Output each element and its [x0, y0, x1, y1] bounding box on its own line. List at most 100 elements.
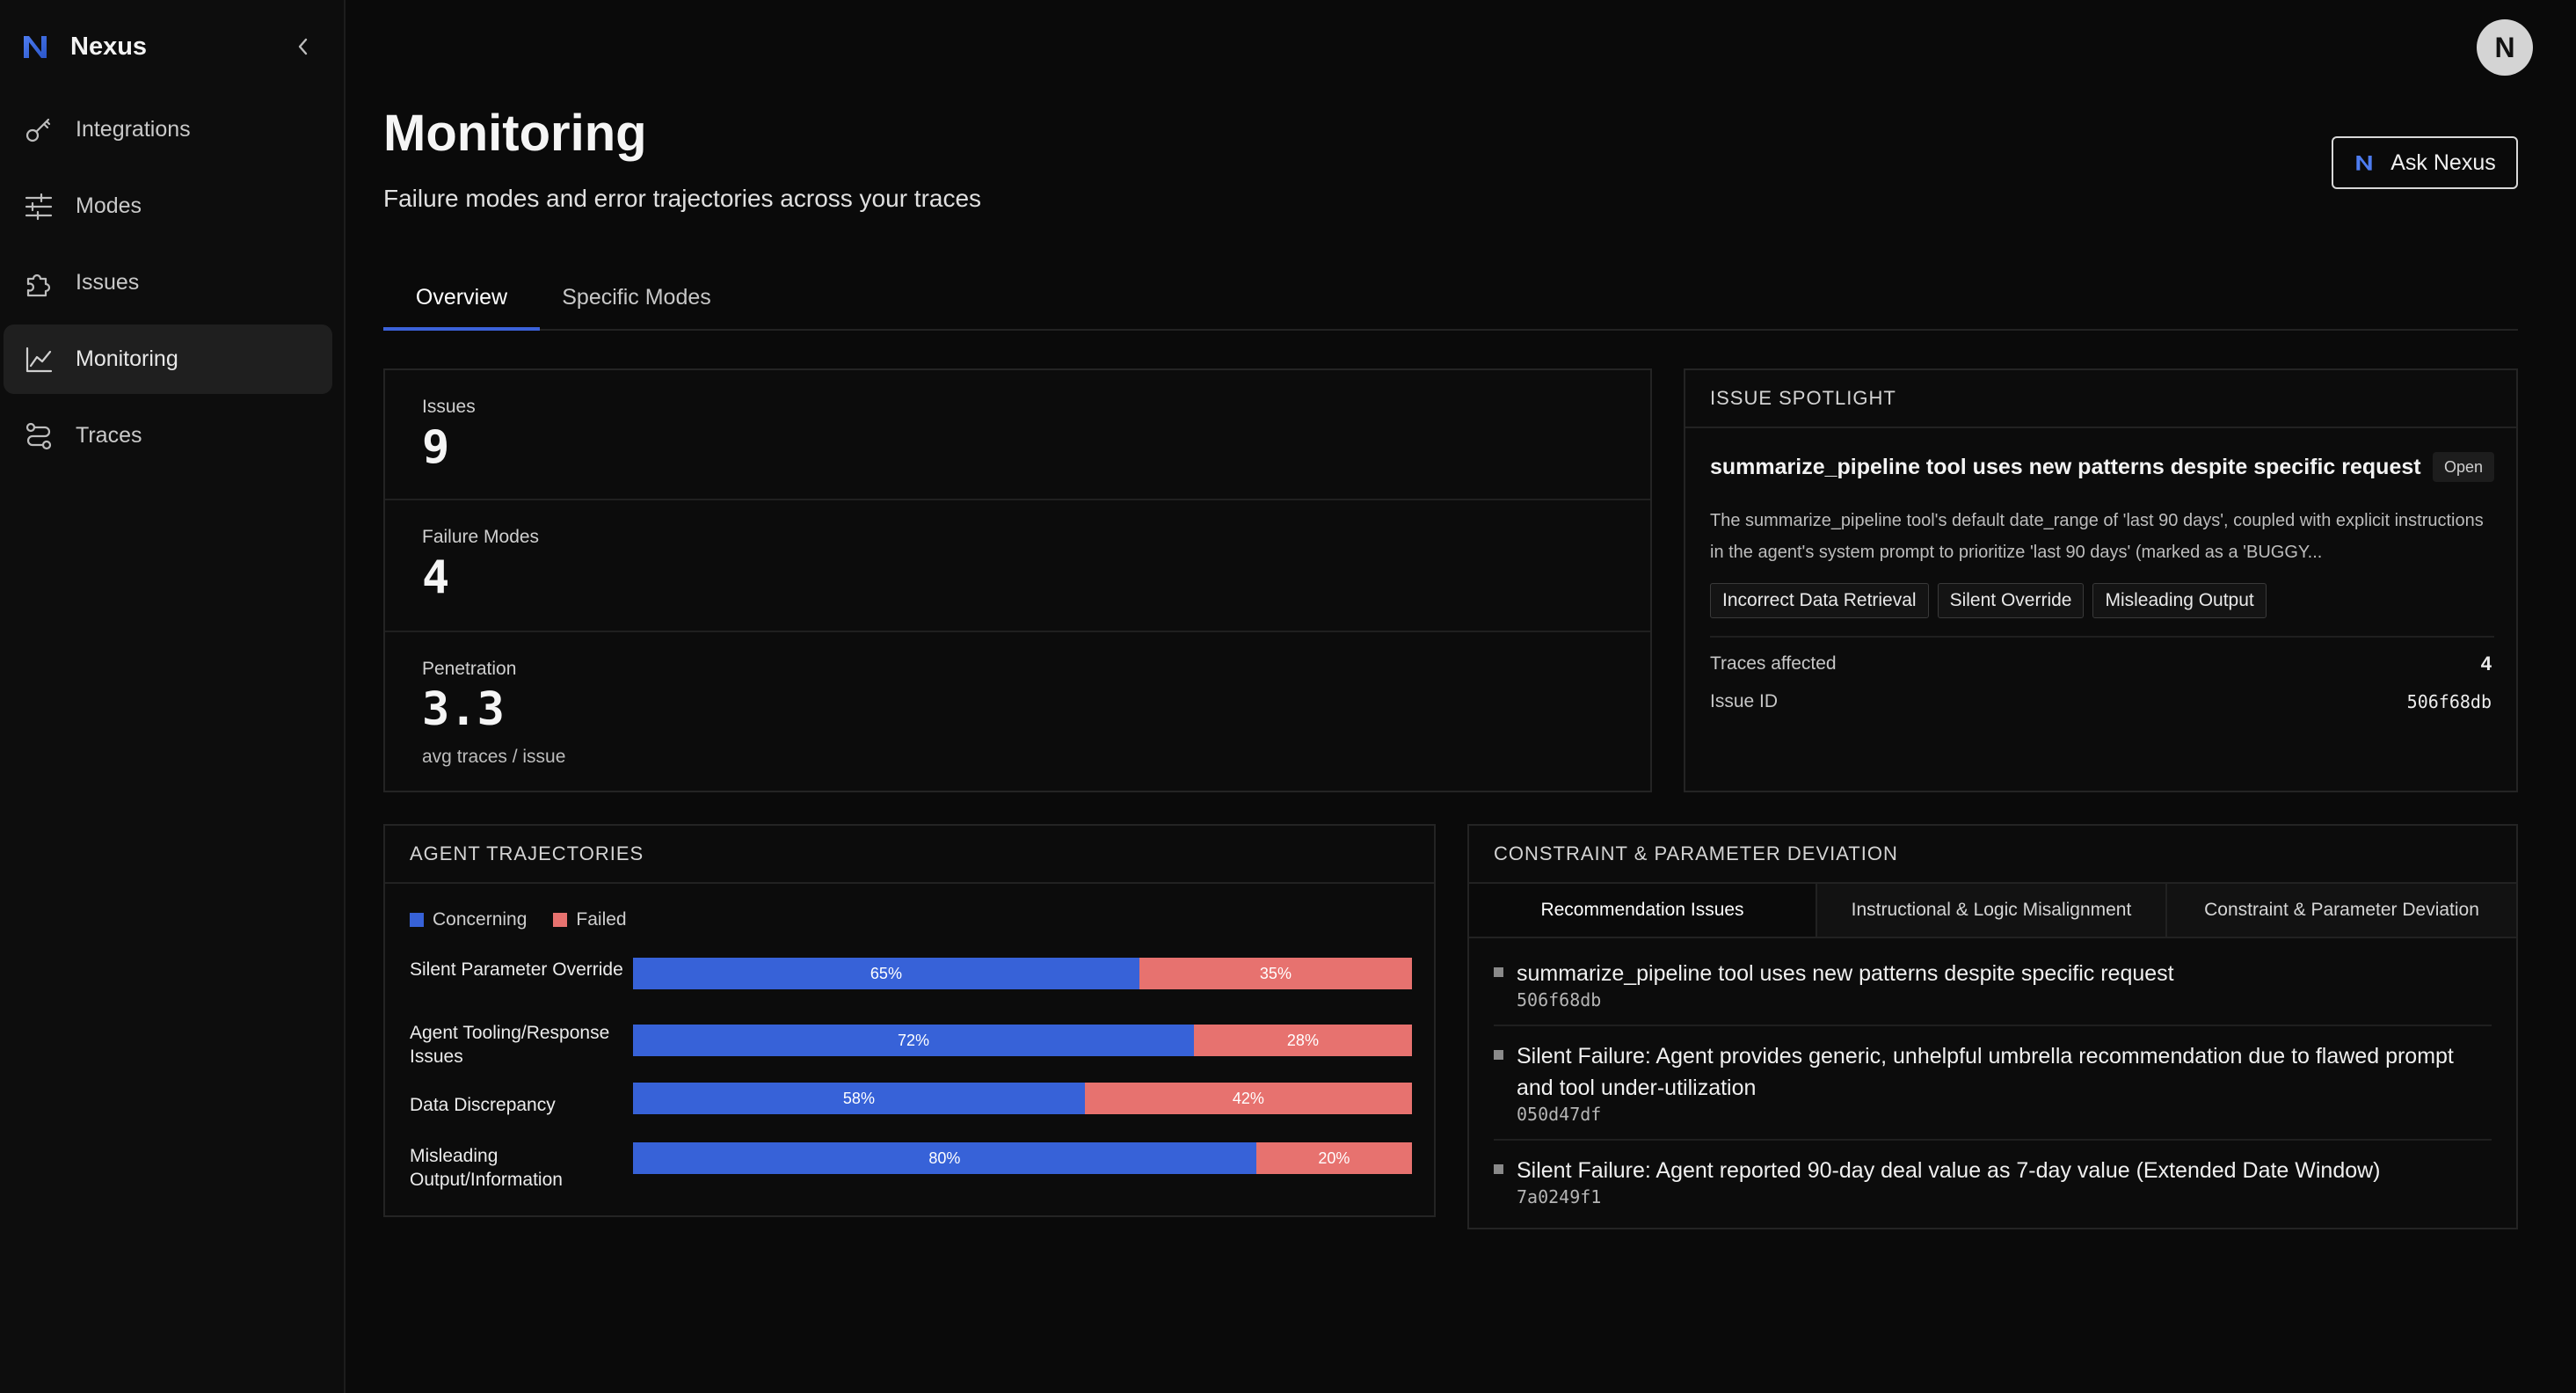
bar-segment-failed[interactable]: 28% [1193, 1025, 1412, 1056]
stat-penetration: Penetration 3.3 avg traces / issue [385, 632, 1650, 791]
panel-header: AGENT TRAJECTORIES [385, 826, 1434, 884]
data-label: 42% [1232, 1089, 1264, 1107]
bar-segment-concerning[interactable]: 65% [633, 958, 1139, 989]
tag-chip[interactable]: Misleading Output [2092, 583, 2267, 618]
data-label: 80% [928, 1149, 961, 1167]
issue-id: 050d47df [1517, 1104, 1602, 1125]
data-label: 20% [1318, 1149, 1350, 1167]
collapse-sidebar-button[interactable] [290, 32, 317, 62]
page-title: Monitoring [383, 105, 647, 162]
bullet-icon [1494, 967, 1503, 977]
user-avatar[interactable]: N [2477, 19, 2533, 76]
sidebar-item-issues[interactable]: Issues [4, 248, 332, 317]
data-label: 72% [897, 1031, 929, 1049]
sidebar-item-modes[interactable]: Modes [4, 171, 332, 241]
bar-row: Misleading Output/Information 80% 20% [410, 1142, 1412, 1192]
category-label: Misleading Output/Information [410, 1146, 563, 1190]
stat-label: Failure Modes [422, 527, 540, 547]
nexus-logo-icon [24, 36, 47, 58]
sidebar-item-traces[interactable]: Traces [4, 401, 332, 470]
bar-segment-concerning[interactable]: 80% [633, 1142, 1256, 1174]
divider [1494, 1025, 2492, 1026]
app-name: Nexus [70, 32, 148, 61]
stat-label: Issues [422, 397, 476, 417]
issue-list-item[interactable]: Silent Failure: Agent reported 90-day de… [1494, 1155, 2492, 1207]
tag-chip[interactable]: Silent Override [1937, 583, 2085, 618]
data-label: 65% [870, 964, 902, 982]
active-tab-indicator [383, 327, 540, 331]
legend-item-failed: Failed [553, 909, 627, 930]
stat-value: 3.3 [422, 683, 505, 736]
issue-id: 506f68db [1517, 989, 1602, 1010]
subtab-label: Recommendation Issues [1540, 900, 1744, 920]
route-icon [23, 420, 55, 452]
legend-label: Concerning [433, 909, 528, 930]
subtab-constraint-deviation[interactable]: Constraint & Parameter Deviation [2167, 884, 2516, 937]
issue-list-item[interactable]: summarize_pipeline tool uses new pattern… [1494, 958, 2492, 1010]
tab-overview[interactable]: Overview [383, 264, 540, 331]
panel-header: CONSTRAINT & PARAMETER DEVIATION [1469, 826, 2516, 884]
spotlight-description: The summarize_pipeline tool's default da… [1710, 511, 2484, 562]
bar-track: 72% 28% [633, 1025, 1412, 1056]
subtab-instructional-logic[interactable]: Instructional & Logic Misalignment [1817, 884, 2167, 937]
sidebar-item-label: Monitoring [76, 346, 178, 371]
status-badge: Open [2433, 452, 2494, 482]
tab-specific-modes[interactable]: Specific Modes [550, 264, 723, 331]
puzzle-icon [23, 267, 55, 299]
divider [1710, 636, 2494, 638]
spotlight-title[interactable]: summarize_pipeline tool uses new pattern… [1710, 455, 2421, 479]
bar-segment-failed[interactable]: 20% [1255, 1142, 1412, 1174]
subtab-label: Constraint & Parameter Deviation [2204, 900, 2479, 920]
ask-nexus-button[interactable]: Ask Nexus [2332, 136, 2518, 189]
sidebar-item-label: Traces [76, 423, 142, 448]
sidebar-item-label: Integrations [76, 117, 191, 142]
data-label: 58% [842, 1089, 875, 1107]
sidebar-item-integrations[interactable]: Integrations [4, 95, 332, 164]
issue-list-item[interactable]: Silent Failure: Agent provides generic, … [1494, 1040, 2492, 1125]
bar-track: 65% 35% [633, 958, 1412, 989]
issue-title: Silent Failure: Agent provides generic, … [1517, 1044, 2454, 1100]
issue-title: Silent Failure: Agent reported 90-day de… [1517, 1158, 2381, 1183]
issue-spotlight-panel: ISSUE SPOTLIGHT summarize_pipeline tool … [1684, 368, 2518, 792]
issue-id-value: 506f68db [2406, 691, 2492, 712]
tab-label: Specific Modes [562, 284, 711, 310]
bar-row: Data Discrepancy 58% 42% [410, 1083, 1412, 1132]
brand[interactable]: Nexus [19, 26, 147, 67]
bullet-icon [1494, 1050, 1503, 1060]
category-label: Agent Tooling/Response Issues [410, 1023, 610, 1067]
traces-affected-label: Traces affected [1710, 653, 1837, 674]
bar-segment-concerning[interactable]: 58% [633, 1083, 1085, 1114]
nexus-logo-icon [2356, 156, 2372, 171]
stat-label: Penetration [422, 659, 517, 679]
legend-swatch-concerning [410, 913, 424, 927]
panel-header: ISSUE SPOTLIGHT [1685, 370, 2516, 428]
chevron-left-icon [298, 38, 308, 55]
data-label: 35% [1259, 964, 1292, 982]
sidebar: Nexus Integrations Modes Issues [0, 0, 346, 1393]
issue-id-label: Issue ID [1710, 691, 1779, 711]
tag-chip[interactable]: Incorrect Data Retrieval [1710, 583, 1929, 618]
data-label: 28% [1286, 1031, 1319, 1049]
traces-affected-value: 4 [2480, 653, 2492, 675]
sidebar-item-monitoring[interactable]: Monitoring [4, 325, 332, 394]
stat-sublabel: avg traces / issue [422, 747, 566, 767]
subtabs: Recommendation Issues Instructional & Lo… [1469, 884, 2516, 938]
subtab-recommendation-issues[interactable]: Recommendation Issues [1469, 884, 1817, 937]
key-icon [23, 114, 55, 146]
category-label: Silent Parameter Override [410, 959, 623, 980]
issue-title: summarize_pipeline tool uses new pattern… [1517, 961, 2174, 986]
issue-id: 7a0249f1 [1517, 1186, 1602, 1207]
page-tabs: Overview Specific Modes [383, 264, 2518, 331]
bullet-icon [1494, 1164, 1503, 1174]
bar-segment-failed[interactable]: 35% [1139, 958, 1412, 989]
stats-panel: Issues 9 Failure Modes 4 Penetration 3.3… [383, 368, 1652, 792]
bar-segment-concerning[interactable]: 72% [633, 1025, 1194, 1056]
bar-segment-failed[interactable]: 42% [1084, 1083, 1412, 1114]
tab-label: Overview [415, 284, 508, 310]
ask-nexus-label: Ask Nexus [2390, 150, 2496, 175]
sidebar-nav: Integrations Modes Issues Monitoring Tra… [4, 95, 332, 478]
legend-label: Failed [576, 909, 627, 930]
bar-track: 80% 20% [633, 1142, 1412, 1174]
chart-line-icon [23, 344, 55, 376]
stat-failure-modes: Failure Modes 4 [385, 500, 1650, 632]
